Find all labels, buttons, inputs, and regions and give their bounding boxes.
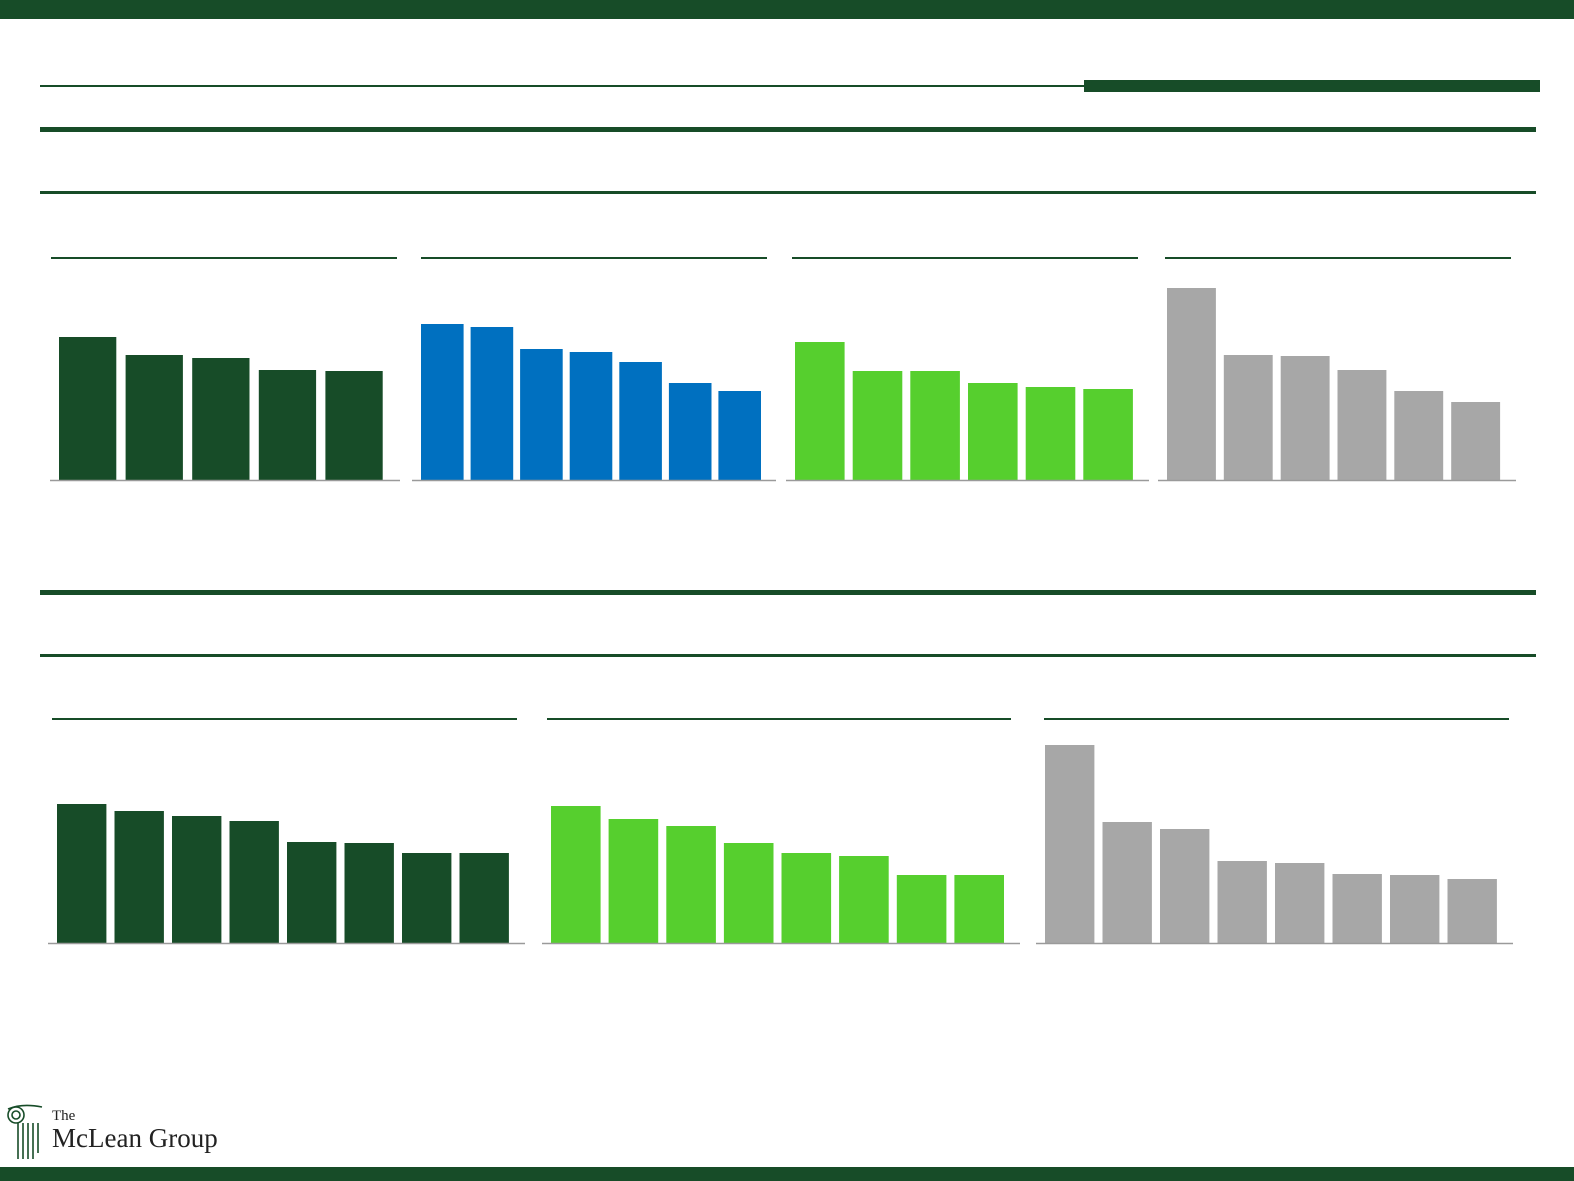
chart-6-bar-3 xyxy=(666,826,716,943)
chart-7-bar-6 xyxy=(1332,874,1382,943)
chart-3-header-rule xyxy=(792,257,1138,259)
chart-4-header-rule xyxy=(1165,257,1511,259)
chart-4-bar-4 xyxy=(1337,370,1387,480)
chart-3 xyxy=(786,342,1149,482)
chart-6-header-rule xyxy=(547,718,1011,720)
chart-3-bar-5 xyxy=(1025,387,1076,480)
logo-company-name: McLean Group xyxy=(52,1123,218,1153)
chart-5-bar-3 xyxy=(172,816,222,943)
chart-5-header-rule xyxy=(52,718,517,720)
top-banner-bar xyxy=(0,0,1574,19)
chart-6 xyxy=(542,806,1020,945)
ionic-column-icon xyxy=(7,1104,43,1159)
chart-1 xyxy=(50,337,400,482)
chart-3-bar-6 xyxy=(1083,389,1133,480)
chart-7-bar-4 xyxy=(1217,861,1267,943)
bottom-banner-bar xyxy=(0,1167,1574,1181)
chart-6-bar-7 xyxy=(896,875,947,943)
chart-5 xyxy=(48,804,525,945)
chart-6-bar-4 xyxy=(723,843,774,943)
logo-the-text: The xyxy=(52,1108,76,1124)
chart-4-bar-2 xyxy=(1223,355,1273,480)
chart-3-bar-2 xyxy=(852,371,903,480)
chart-2-bar-3 xyxy=(520,349,563,480)
chart-1-bar-3 xyxy=(192,358,250,480)
chart-1-bar-2 xyxy=(125,355,183,480)
chart-2-bar-7 xyxy=(718,391,761,480)
section-2-top-rule xyxy=(40,590,1536,595)
chart-7-bar-1 xyxy=(1045,745,1095,943)
chart-5-bar-2 xyxy=(114,811,164,943)
chart-6-bar-1 xyxy=(551,806,601,943)
chart-5-bar-6 xyxy=(344,843,394,943)
section-2-bottom-rule xyxy=(40,654,1536,657)
chart-7-header-rule xyxy=(1044,718,1509,720)
chart-5-bar-4 xyxy=(229,821,279,943)
chart-5-bar-5 xyxy=(287,842,337,943)
chart-2-bar-2 xyxy=(470,327,514,480)
chart-7-bar-8 xyxy=(1447,879,1497,943)
chart-4 xyxy=(1158,288,1516,482)
title-underline xyxy=(40,85,1084,87)
title-accent-bar xyxy=(1084,80,1540,92)
chart-7-bar-3 xyxy=(1160,829,1210,943)
chart-2-bar-6 xyxy=(668,383,712,480)
chart-1-header-rule xyxy=(51,257,397,259)
chart-6-bar-2 xyxy=(608,819,659,943)
chart-4-bar-1 xyxy=(1167,288,1216,480)
chart-4-bar-3 xyxy=(1280,356,1330,480)
chart-2-bar-4 xyxy=(569,352,613,480)
chart-6-bar-6 xyxy=(839,856,889,943)
chart-7 xyxy=(1036,745,1513,945)
chart-6-bar-8 xyxy=(954,875,1004,943)
chart-4-bar-6 xyxy=(1451,402,1501,480)
chart-6-bar-5 xyxy=(781,853,832,943)
chart-1-bar-4 xyxy=(258,370,317,480)
mclean-group-logo: The McLean Group xyxy=(2,1101,242,1163)
chart-3-bar-3 xyxy=(910,371,960,480)
chart-2 xyxy=(412,324,776,482)
chart-7-bar-5 xyxy=(1275,863,1325,943)
chart-5-bar-8 xyxy=(459,853,509,943)
chart-5-bar-7 xyxy=(402,853,452,943)
chart-2-bar-1 xyxy=(421,324,464,480)
chart-7-bar-2 xyxy=(1102,822,1152,943)
chart-5-bar-1 xyxy=(57,804,107,943)
section-1-bottom-rule xyxy=(40,191,1536,194)
chart-4-bar-5 xyxy=(1394,391,1444,480)
chart-3-bar-4 xyxy=(968,383,1018,480)
chart-2-header-rule xyxy=(421,257,767,259)
chart-1-bar-5 xyxy=(325,371,383,480)
section-1-top-rule xyxy=(40,127,1536,132)
chart-2-bar-5 xyxy=(619,362,662,480)
chart-1-bar-1 xyxy=(59,337,117,480)
chart-7-bar-7 xyxy=(1390,875,1440,943)
chart-3-bar-1 xyxy=(795,342,845,480)
